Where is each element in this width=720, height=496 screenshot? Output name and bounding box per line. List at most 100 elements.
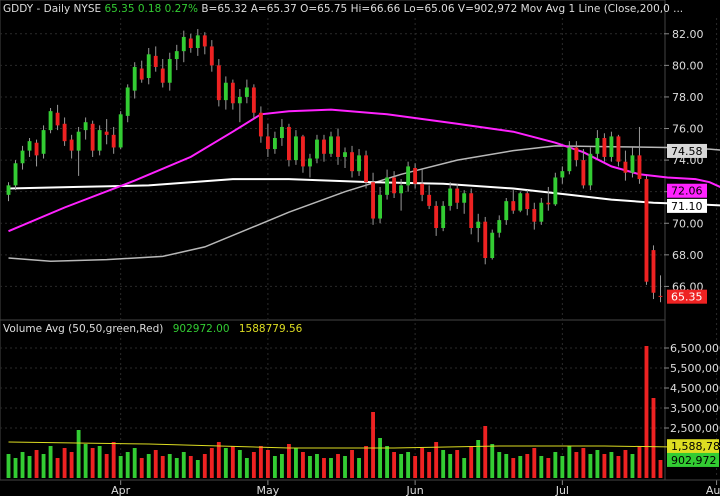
- candle-body: [644, 179, 649, 282]
- ma-magenta-line: [8, 108, 720, 233]
- volume-bar: [6, 454, 11, 478]
- candle-body: [223, 82, 228, 101]
- price-tick-label: 78.00: [672, 91, 704, 104]
- volume-bar: [104, 454, 109, 478]
- volume-bar: [609, 452, 614, 478]
- volume-bar: [216, 442, 221, 478]
- candle-body: [27, 141, 32, 151]
- volume-bar: [595, 450, 600, 478]
- volume-bar: [511, 458, 516, 478]
- candle-body: [469, 193, 474, 228]
- volume-bar: [336, 454, 340, 478]
- volume-bar: [244, 458, 249, 478]
- volume-bar: [630, 454, 635, 478]
- candle-body: [97, 130, 102, 151]
- candle-body: [357, 155, 361, 172]
- volume-bar: [272, 456, 277, 478]
- candle-body: [525, 193, 530, 210]
- candle-body: [287, 126, 291, 161]
- volume-bar: [20, 452, 25, 478]
- volume-bar: [525, 454, 530, 478]
- candle-body: [13, 163, 18, 186]
- bid-value: B=65.32: [201, 3, 248, 15]
- candle-body: [118, 114, 123, 148]
- volume-bar: [308, 456, 312, 478]
- candle-body: [518, 193, 523, 211]
- candle-body: [658, 295, 663, 297]
- volume-bar: [97, 446, 102, 478]
- volume-bar: [427, 452, 432, 478]
- candle-body: [195, 35, 200, 48]
- volume-bar: [62, 448, 67, 478]
- candle-body: [560, 171, 565, 178]
- volume-bar: [406, 452, 411, 478]
- volume-header: Volume Avg (50,50,green,Red) 902972.00 1…: [3, 323, 302, 335]
- candle-body: [567, 147, 572, 172]
- volume-value: V=902,972: [457, 3, 518, 15]
- date-tick-label: Jul: [555, 484, 569, 496]
- candle-body: [336, 136, 340, 157]
- volume-bar: [518, 456, 523, 478]
- volume-bar: [48, 446, 53, 478]
- date-tick-label: Apr: [111, 484, 131, 496]
- candle-body: [616, 136, 621, 162]
- candle-body: [265, 136, 270, 150]
- candle-body: [623, 161, 628, 173]
- volume-bar: [420, 448, 425, 478]
- volume-bar: [34, 450, 39, 478]
- volume-bar: [315, 454, 319, 478]
- interval-label: Daily: [43, 3, 71, 15]
- volume-bar: [413, 456, 418, 478]
- volume-bar: [76, 430, 81, 478]
- candle-body: [399, 185, 404, 194]
- candle-body: [532, 209, 537, 222]
- candle-body: [55, 112, 60, 126]
- date-tick-label: Jun: [406, 484, 424, 496]
- candle-body: [90, 123, 95, 151]
- symbol-label: GDDY: [3, 3, 34, 15]
- volume-bar: [371, 412, 375, 478]
- axes: 82.0080.0078.0076.0074.0072.0070.0068.00…: [0, 28, 720, 496]
- volume-bar: [490, 444, 495, 478]
- candle-body: [308, 158, 312, 167]
- candle-body: [539, 202, 544, 222]
- volume-bar: [118, 456, 123, 478]
- moving-averages: [8, 108, 720, 262]
- candle-body: [125, 87, 130, 116]
- candle-body: [237, 96, 242, 104]
- open-value: O=65.75: [300, 3, 348, 15]
- low-value: Lo=65.06: [403, 3, 455, 15]
- volume-bar: [560, 456, 565, 478]
- candle-body: [406, 166, 411, 186]
- candle-body: [651, 250, 656, 293]
- candle-body: [574, 147, 579, 161]
- price-tick-label: 68.00: [672, 249, 704, 262]
- volume-bar: [69, 452, 74, 478]
- price-marker-label-bg: [667, 183, 707, 198]
- volume-bar: [41, 454, 46, 478]
- volume-bar: [399, 454, 404, 478]
- candle-body: [385, 177, 390, 195]
- candle-body: [553, 177, 558, 205]
- volume-bar: [132, 448, 137, 478]
- candle-body: [413, 168, 418, 184]
- volume-bar: [287, 444, 291, 478]
- volume-bar: [574, 452, 579, 478]
- price-marker-label-bg: [667, 198, 707, 213]
- candle-body: [83, 122, 88, 131]
- volume-bar: [265, 450, 270, 478]
- candle-body: [209, 46, 214, 66]
- candle-body: [602, 138, 607, 157]
- price-marker-label: 65.35: [671, 291, 703, 304]
- candle-body: [258, 112, 263, 137]
- candle-body: [455, 188, 460, 203]
- volume-bar: [658, 460, 663, 478]
- last-price: 65.35: [104, 3, 135, 15]
- volume-bar: [160, 456, 165, 478]
- price-marker-label: 72.06: [671, 185, 703, 198]
- volume-bar: [83, 444, 88, 478]
- candle-body: [174, 51, 179, 60]
- volume-bar: [188, 456, 193, 478]
- volume-bar: [125, 452, 130, 478]
